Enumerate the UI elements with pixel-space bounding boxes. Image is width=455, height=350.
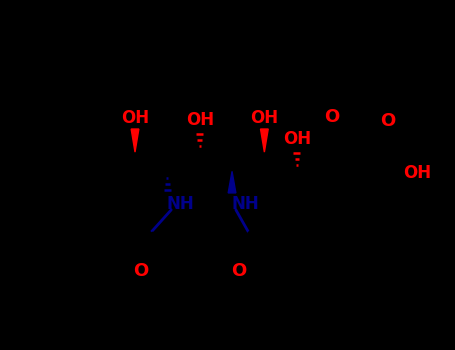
Text: OH: OH — [404, 164, 432, 182]
Text: O: O — [380, 112, 395, 130]
Text: NH: NH — [231, 195, 259, 214]
Polygon shape — [261, 129, 268, 152]
Text: OH: OH — [283, 130, 311, 148]
Text: OH: OH — [250, 109, 278, 127]
Text: O: O — [133, 262, 148, 280]
Text: OH: OH — [121, 109, 149, 127]
Text: O: O — [231, 262, 247, 280]
Polygon shape — [131, 129, 139, 152]
Polygon shape — [228, 172, 236, 193]
Text: OH: OH — [186, 111, 214, 129]
Text: NH: NH — [167, 195, 194, 214]
Text: O: O — [324, 108, 340, 126]
